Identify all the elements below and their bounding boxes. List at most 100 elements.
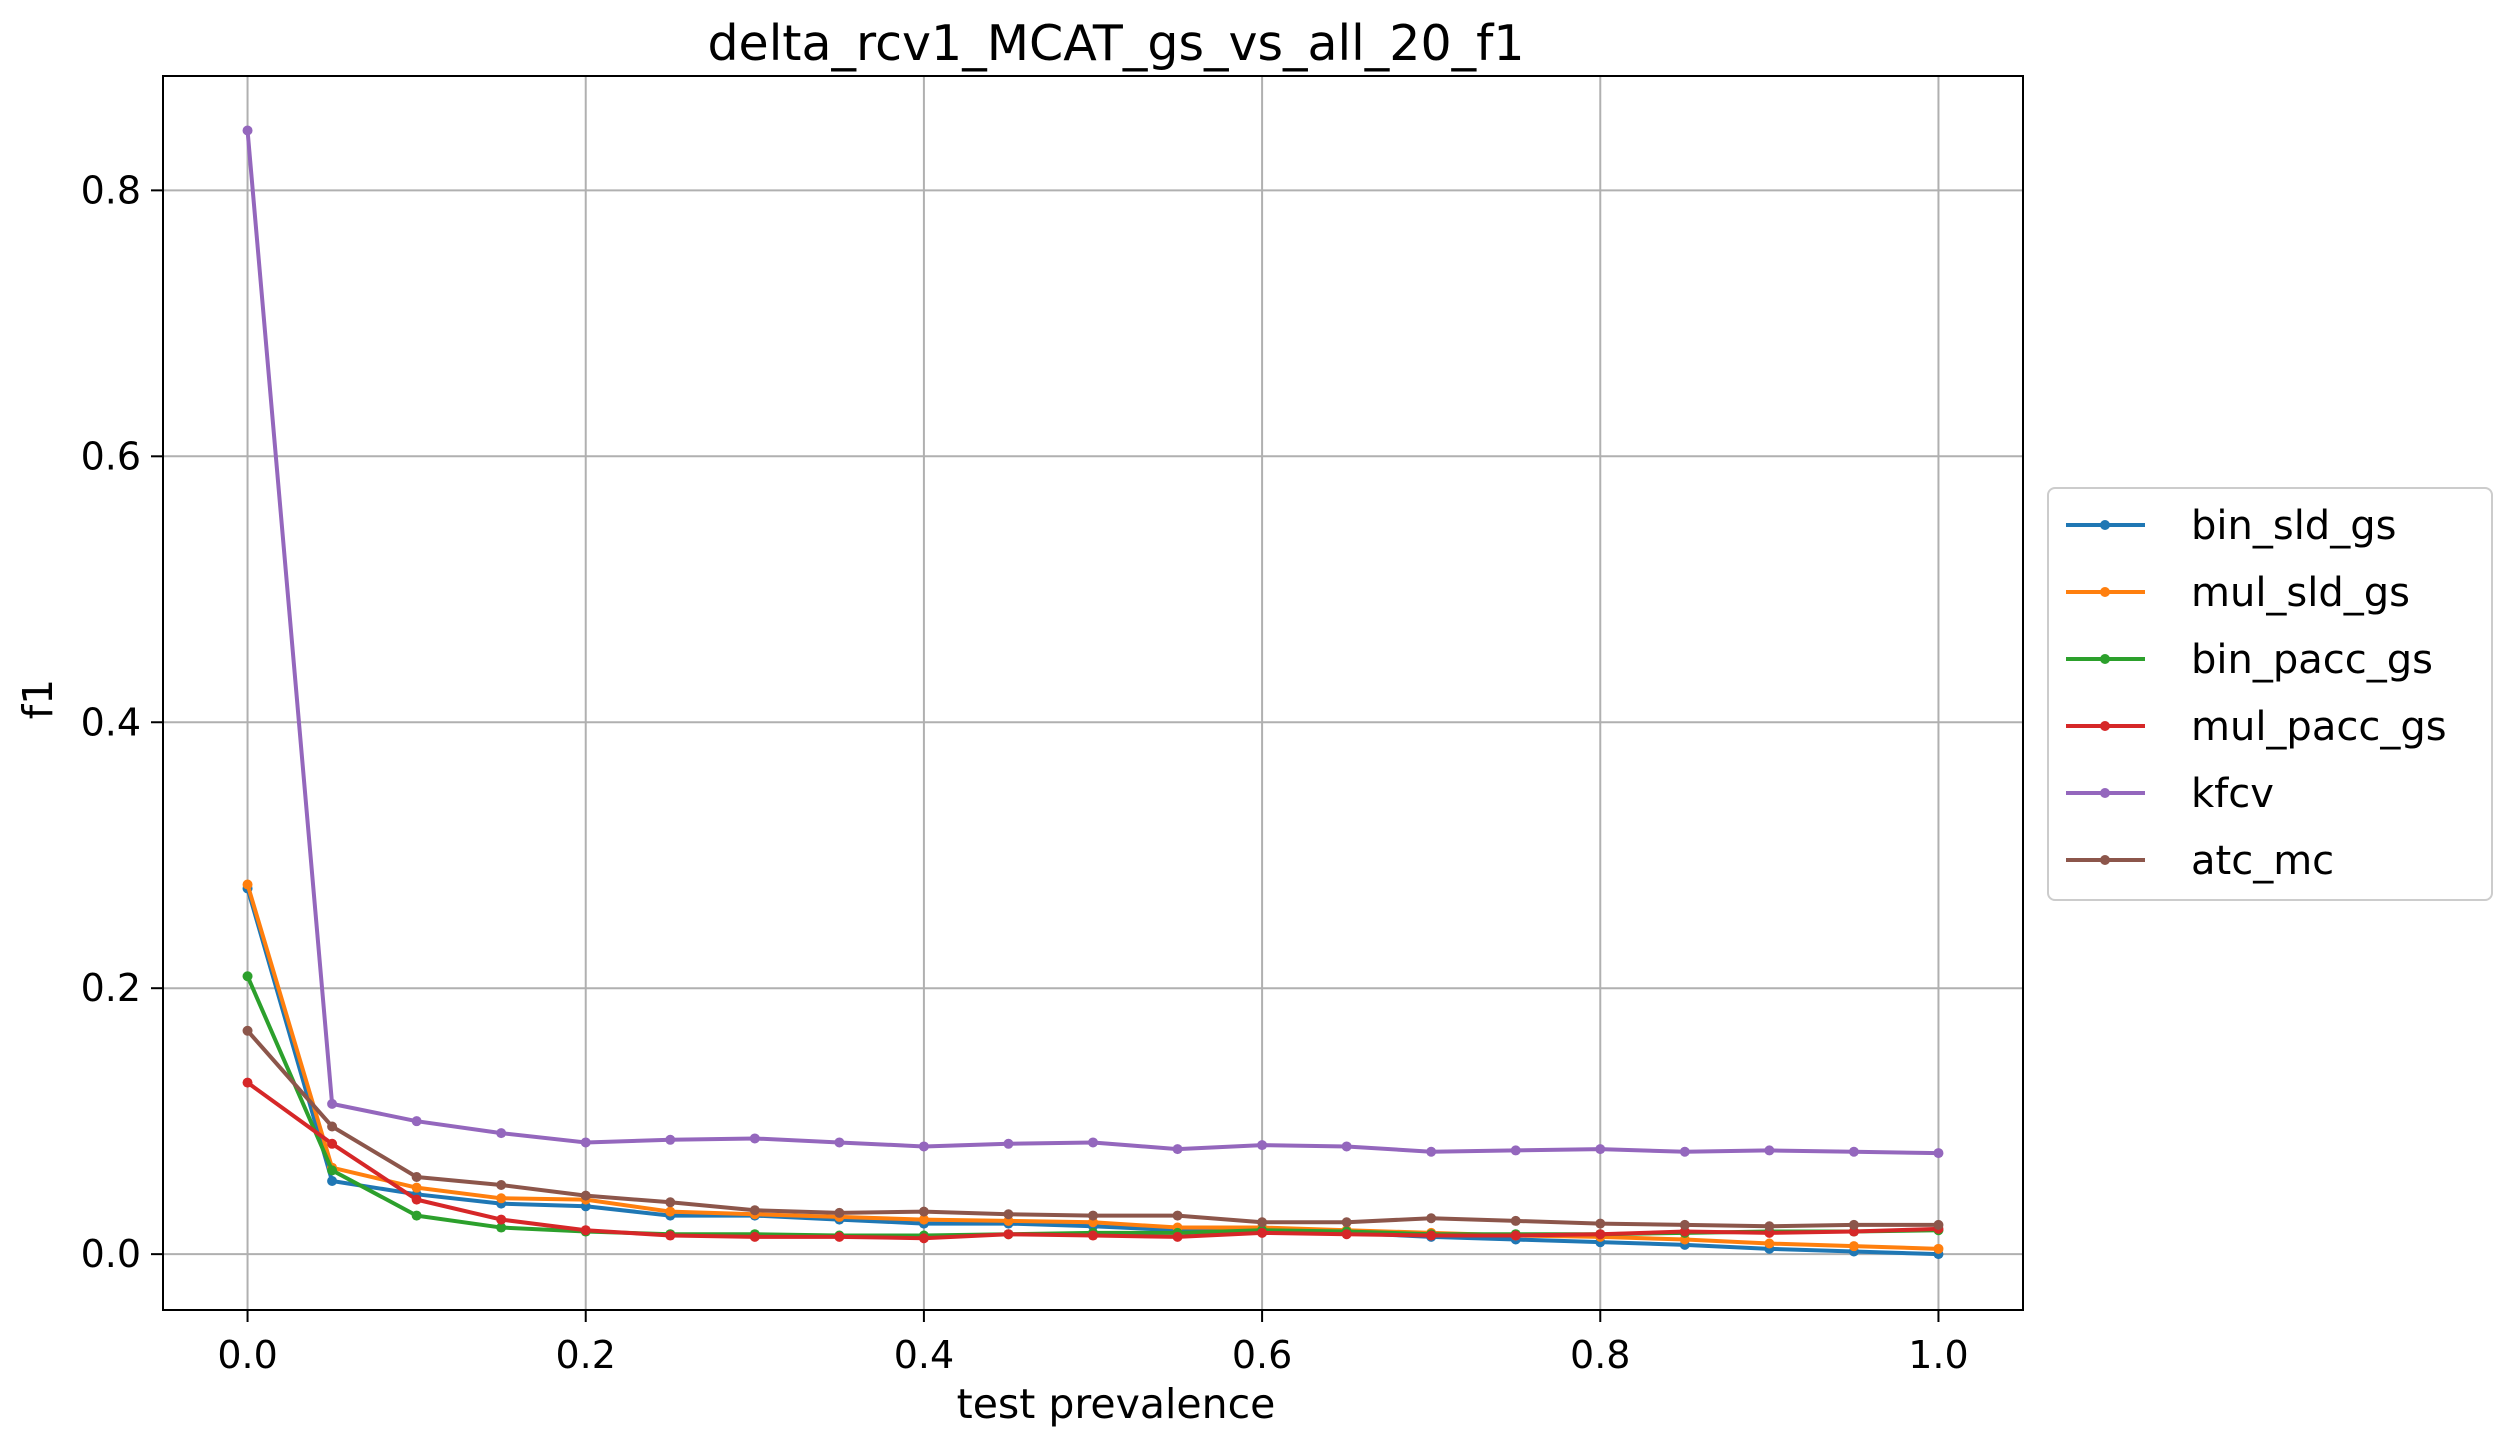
legend-swatch-marker <box>2100 587 2110 597</box>
data-point <box>496 1128 507 1139</box>
legend-item-atc_mc: atc_mc <box>2066 838 2334 884</box>
data-point <box>1088 1137 1098 1148</box>
data-point <box>1595 1229 1606 1240</box>
legend-label: atc_mc <box>2191 838 2334 884</box>
data-point <box>918 1206 929 1217</box>
x-tick-label: 0.2 <box>556 1333 616 1377</box>
data-point <box>1510 1230 1521 1241</box>
data-point <box>1426 1230 1437 1241</box>
data-point <box>1172 1231 1183 1242</box>
data-point <box>1595 1144 1606 1155</box>
legend-box <box>2047 487 2493 901</box>
series-mul_pacc_gs <box>242 1077 1944 1244</box>
data-point <box>496 1214 507 1225</box>
data-point <box>411 1182 422 1193</box>
series-atc_mc <box>242 1025 1944 1232</box>
data-point <box>580 1137 591 1148</box>
data-point <box>665 1134 676 1145</box>
y-axis-label: f1 <box>14 679 62 720</box>
data-point <box>749 1133 760 1144</box>
data-point <box>665 1230 676 1241</box>
data-point <box>1257 1227 1268 1238</box>
legend-swatch-marker <box>2100 721 2110 731</box>
y-tick-label: 0.2 <box>81 966 141 1010</box>
data-point <box>1510 1145 1521 1156</box>
legend-swatch-marker <box>2100 520 2110 530</box>
data-point <box>1848 1219 1859 1230</box>
ticks-layer: 0.0 0.2 0.4 0.6 0.8 1.0 0.0 0.2 0.4 0.6 0.8 <box>81 168 1969 1377</box>
data-point <box>918 1214 929 1225</box>
y-tick-label: 0.0 <box>81 1232 141 1276</box>
data-point <box>1848 1241 1859 1252</box>
data-point <box>749 1205 760 1216</box>
x-axis-label: test prevalence <box>957 1380 1276 1428</box>
data-point <box>1933 1219 1944 1230</box>
data-point <box>1426 1213 1437 1224</box>
y-tick-label: 0.8 <box>81 168 141 212</box>
legend-swatch-marker <box>2100 788 2110 798</box>
data-point <box>327 1121 338 1132</box>
data-point <box>1764 1145 1775 1156</box>
legend-swatch-marker <box>2100 855 2110 865</box>
y-tick-label: 0.6 <box>81 434 141 478</box>
legend: bin_sld_gs mul_sld_gs bin_pacc_gs mul_pacc_… <box>2047 487 2493 901</box>
legend-label: bin_pacc_gs <box>2191 637 2433 683</box>
data-point <box>496 1180 507 1191</box>
data-point <box>242 879 253 890</box>
legend-item-bin_sld_gs: bin_sld_gs <box>2066 503 2396 549</box>
data-point <box>1510 1215 1521 1226</box>
legend-item-mul_pacc_gs: mul_pacc_gs <box>2066 704 2447 750</box>
data-point <box>665 1206 676 1217</box>
data-point <box>327 1165 338 1176</box>
data-point <box>1257 1140 1268 1151</box>
data-point <box>834 1137 845 1148</box>
data-point <box>834 1231 845 1242</box>
y-tick-label: 0.4 <box>81 700 141 744</box>
data-point <box>1426 1146 1437 1157</box>
data-point <box>834 1207 845 1218</box>
plot-frame <box>162 75 2024 1311</box>
data-point <box>1595 1218 1606 1229</box>
data-point <box>1848 1146 1859 1157</box>
data-point <box>496 1222 507 1233</box>
data-point <box>749 1231 760 1242</box>
data-point <box>411 1172 422 1183</box>
data-point <box>918 1233 929 1244</box>
data-point <box>580 1225 591 1236</box>
data-point <box>1933 1243 1944 1254</box>
series-layer <box>242 125 1944 1260</box>
data-point <box>1003 1229 1014 1240</box>
data-point <box>242 1025 253 1036</box>
data-point <box>918 1141 929 1152</box>
data-point <box>242 971 253 982</box>
legend-label: kfcv <box>2191 771 2274 817</box>
x-tick-label: 1.0 <box>1908 1333 1968 1377</box>
data-point <box>242 1077 253 1088</box>
data-point <box>1003 1209 1014 1220</box>
data-point <box>1679 1219 1690 1230</box>
data-point <box>1088 1210 1098 1221</box>
data-point <box>1679 1146 1690 1157</box>
series-kfcv <box>242 125 1944 1159</box>
data-point <box>1764 1238 1775 1249</box>
data-point <box>496 1193 507 1204</box>
x-tick-label: 0.4 <box>894 1333 954 1377</box>
legend-swatch-marker <box>2100 654 2110 664</box>
legend-item-bin_pacc_gs: bin_pacc_gs <box>2066 637 2433 683</box>
x-tick-label: 0.0 <box>217 1333 277 1377</box>
x-tick-label: 0.6 <box>1232 1333 1292 1377</box>
data-point <box>327 1176 338 1187</box>
grid-layer <box>163 76 2023 1310</box>
legend-item-mul_sld_gs: mul_sld_gs <box>2066 570 2410 616</box>
chart-title: delta_rcv1_MCAT_gs_vs_all_20_f1 <box>707 15 1524 72</box>
legend-item-kfcv: kfcv <box>2066 771 2274 817</box>
data-point <box>411 1194 422 1205</box>
data-point <box>1764 1221 1775 1232</box>
data-point <box>1341 1141 1352 1152</box>
legend-label: mul_sld_gs <box>2191 570 2410 616</box>
data-point <box>665 1197 676 1208</box>
data-point <box>1172 1144 1183 1155</box>
data-point <box>1003 1138 1014 1149</box>
data-point <box>1341 1229 1352 1240</box>
data-point <box>1172 1210 1183 1221</box>
